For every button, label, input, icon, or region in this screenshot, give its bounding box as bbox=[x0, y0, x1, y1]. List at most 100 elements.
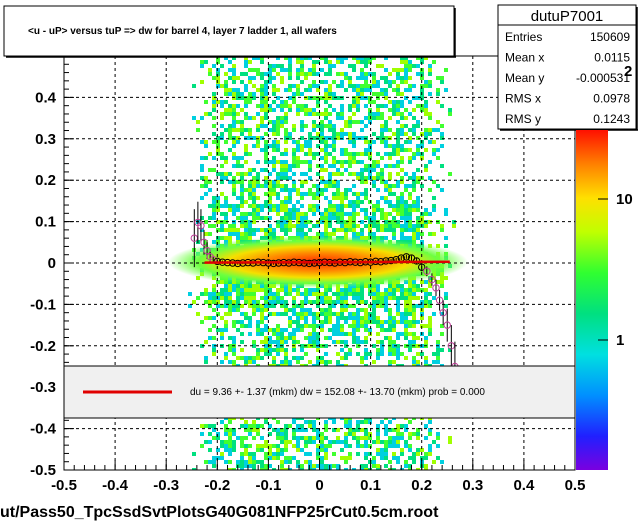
heatmap-cell bbox=[340, 228, 344, 232]
heatmap-cell bbox=[304, 296, 308, 300]
heatmap-cell bbox=[388, 316, 392, 320]
heatmap-cell bbox=[408, 464, 412, 468]
heatmap-cell bbox=[232, 188, 236, 192]
heatmap-cell bbox=[372, 76, 376, 80]
heatmap-cell bbox=[324, 108, 328, 112]
heatmap-cell bbox=[360, 96, 364, 100]
heatmap-cell bbox=[272, 140, 276, 144]
heatmap-cell bbox=[244, 96, 248, 100]
heatmap-cell bbox=[272, 124, 276, 128]
heatmap-cell bbox=[296, 316, 300, 320]
heatmap-cell bbox=[224, 108, 228, 112]
heatmap-cell bbox=[404, 76, 408, 80]
heatmap-cell bbox=[292, 204, 296, 208]
heatmap-cell bbox=[264, 292, 268, 296]
heatmap-cell bbox=[244, 56, 248, 60]
heatmap-cell bbox=[308, 288, 312, 292]
heatmap-cell bbox=[364, 168, 368, 172]
heatmap-cell bbox=[372, 300, 376, 304]
heatmap-cell bbox=[388, 468, 392, 470]
heatmap-cell bbox=[252, 288, 256, 292]
heatmap-cell bbox=[276, 292, 280, 296]
heatmap-cell bbox=[216, 228, 220, 232]
heatmap-cell bbox=[384, 428, 388, 432]
heatmap-cell bbox=[288, 176, 292, 180]
heatmap-cell bbox=[240, 292, 244, 296]
heatmap-cell bbox=[324, 228, 328, 232]
heatmap-cell bbox=[320, 292, 324, 296]
heatmap-cell bbox=[384, 164, 388, 168]
heatmap-cell bbox=[280, 104, 284, 108]
heatmap-cell bbox=[232, 300, 236, 304]
heatmap-cell bbox=[356, 92, 360, 96]
heatmap-cell bbox=[364, 444, 368, 448]
heatmap-cell bbox=[220, 336, 224, 340]
heatmap-cell bbox=[316, 332, 320, 336]
heatmap-cell bbox=[400, 316, 404, 320]
heatmap-cell bbox=[404, 56, 408, 60]
heatmap-cell bbox=[420, 280, 424, 284]
heatmap-cell bbox=[356, 120, 360, 124]
heatmap-cell bbox=[376, 292, 380, 296]
heatmap-cell bbox=[336, 360, 340, 364]
heatmap-cell bbox=[276, 128, 280, 132]
heatmap-cell bbox=[376, 284, 380, 288]
heatmap-cell bbox=[300, 108, 304, 112]
heatmap-cell bbox=[396, 108, 400, 112]
heatmap-cell bbox=[224, 100, 228, 104]
heatmap-cell bbox=[316, 60, 320, 64]
heatmap-cell bbox=[396, 296, 400, 300]
heatmap-cell bbox=[248, 316, 252, 320]
heatmap-cell bbox=[324, 336, 328, 340]
heatmap-cell bbox=[416, 196, 420, 200]
heatmap-cell bbox=[280, 172, 284, 176]
heatmap-cell bbox=[412, 336, 416, 340]
heatmap-cell bbox=[360, 180, 364, 184]
y-tick-label: -0.5 bbox=[30, 462, 56, 479]
heatmap-cell bbox=[244, 324, 248, 328]
heatmap-cell bbox=[236, 460, 240, 464]
heatmap-cell bbox=[412, 108, 416, 112]
heatmap-cell bbox=[444, 244, 448, 248]
heatmap-cell bbox=[324, 80, 328, 84]
heatmap-cell bbox=[256, 332, 260, 336]
heatmap-cell bbox=[400, 180, 404, 184]
heatmap-cell bbox=[312, 108, 316, 112]
heatmap-cell bbox=[280, 340, 284, 344]
heatmap-cell bbox=[412, 316, 416, 320]
heatmap-cell bbox=[364, 464, 368, 468]
heatmap-cell bbox=[236, 208, 240, 212]
heatmap-cell bbox=[220, 332, 224, 336]
heatmap-cell bbox=[252, 192, 256, 196]
heatmap-cell bbox=[240, 452, 244, 456]
heatmap-cell bbox=[388, 100, 392, 104]
heatmap-cell bbox=[352, 292, 356, 296]
heatmap-cell bbox=[344, 332, 348, 336]
heatmap-cell bbox=[292, 432, 296, 436]
heatmap-cell bbox=[260, 340, 264, 344]
heatmap-cell bbox=[404, 208, 408, 212]
heatmap-cell bbox=[284, 184, 288, 188]
heatmap-cell bbox=[212, 292, 216, 296]
heatmap-cell bbox=[364, 96, 368, 100]
heatmap-cell bbox=[400, 216, 404, 220]
heatmap-cell bbox=[344, 456, 348, 460]
heatmap-cell bbox=[392, 144, 396, 148]
heatmap-cell bbox=[336, 228, 340, 232]
heatmap-cell bbox=[264, 328, 268, 332]
heatmap-cell bbox=[224, 324, 228, 328]
heatmap-cell bbox=[316, 184, 320, 188]
heatmap-cell bbox=[368, 88, 372, 92]
heatmap-cell bbox=[244, 436, 248, 440]
heatmap-cell bbox=[428, 316, 432, 320]
heatmap-cell bbox=[244, 452, 248, 456]
heatmap-cell bbox=[320, 444, 324, 448]
heatmap-cell bbox=[312, 64, 316, 68]
heatmap-cell bbox=[348, 456, 352, 460]
heatmap-cell bbox=[392, 184, 396, 188]
heatmap-cell bbox=[380, 452, 384, 456]
heatmap-cell bbox=[200, 184, 204, 188]
heatmap-cell bbox=[296, 104, 300, 108]
heatmap-cell bbox=[336, 292, 340, 296]
